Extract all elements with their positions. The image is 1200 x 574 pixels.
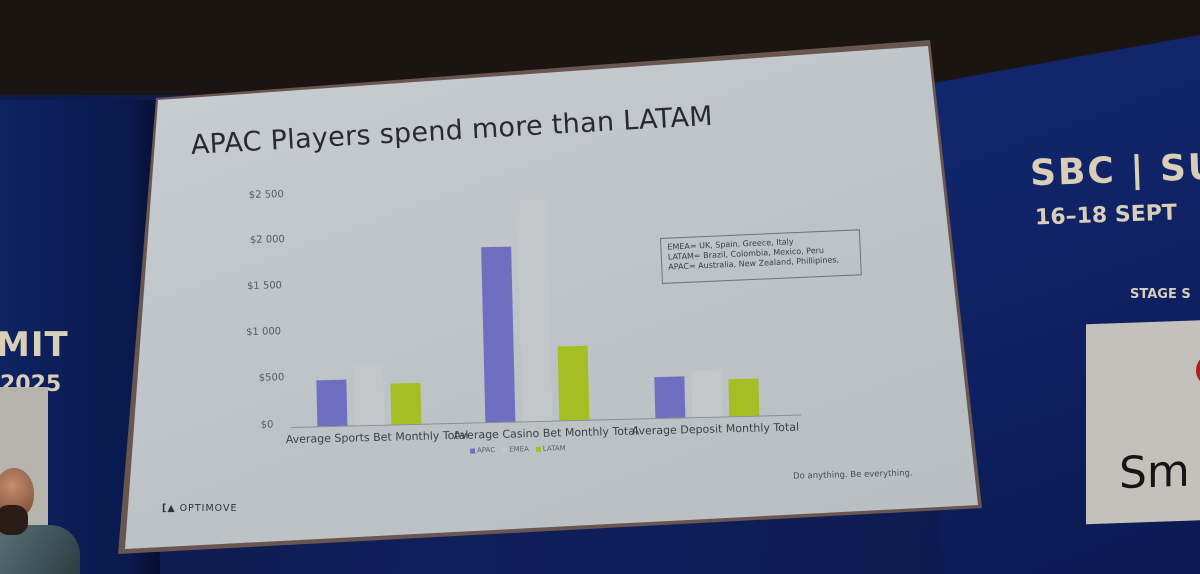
bar-emea	[691, 370, 723, 418]
legend-item-latam: LATAM	[535, 444, 566, 453]
bar-emea	[352, 364, 385, 426]
y-tick: $2 000	[249, 234, 286, 246]
y-tick: $2 500	[248, 189, 284, 201]
y-tick: $500	[258, 372, 285, 384]
legend-swatch-icon	[535, 446, 541, 452]
right-banner-dates: 16–18 SEPT	[1034, 200, 1178, 231]
category-label: Average Casino Bet Monthly Total	[453, 424, 639, 443]
right-sponsor-card: Sm	[1086, 319, 1200, 525]
legend-item-apac: APAC	[470, 446, 495, 455]
bar-apac	[481, 246, 516, 423]
bar-latam	[557, 345, 590, 421]
left-banner-title: MIT	[0, 325, 69, 365]
category-label: Average Sports Bet Monthly Total	[285, 428, 469, 447]
optimove-logo-icon: [▲	[162, 503, 176, 514]
bar-emea	[516, 199, 553, 422]
slide	[125, 46, 978, 549]
category-label: Average Deposit Monthly Total	[631, 420, 800, 438]
presenter-beard	[0, 505, 28, 535]
sponsor-text: Sm	[1119, 445, 1190, 500]
y-tick: $0	[260, 419, 274, 431]
legend-swatch-icon	[470, 448, 476, 454]
bar-latam	[728, 378, 760, 417]
right-banner-title: SBC | SU	[1029, 146, 1200, 195]
legend-item-emea: EMEA	[502, 445, 529, 454]
bar-apac	[654, 376, 686, 419]
y-tick: $1 500	[246, 280, 283, 293]
right-banner-stage: STAGE S	[1130, 287, 1191, 302]
sponsor-logo-dot-icon	[1196, 354, 1200, 386]
legend-swatch-icon	[502, 447, 508, 453]
bar-apac	[316, 379, 348, 427]
bar-chart: $2 500 $2 000 $1 500 $1 000 $500 $0 Aver…	[244, 176, 810, 454]
logo-text: OPTIMOVE	[179, 503, 238, 514]
optimove-logo: [▲ OPTIMOVE	[162, 503, 237, 514]
y-tick: $1 000	[245, 326, 282, 339]
region-definitions-note: EMEA= UK, Spain, Greece, Italy LATAM= Br…	[660, 229, 862, 284]
bar-latam	[390, 382, 422, 425]
